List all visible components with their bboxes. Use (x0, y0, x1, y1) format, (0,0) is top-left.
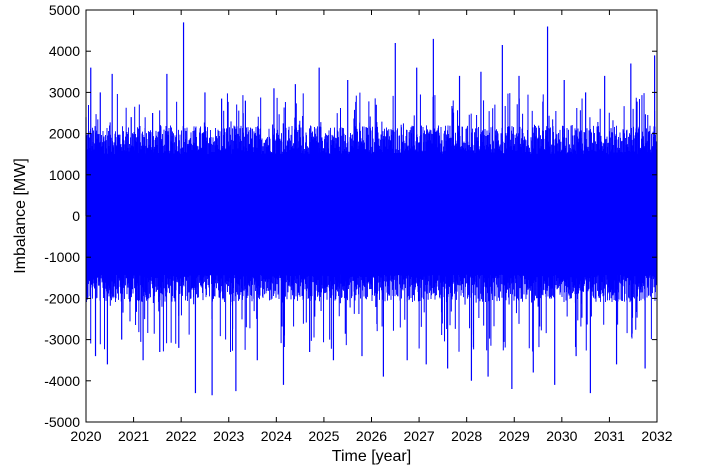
y-tick-label: 5000 (49, 2, 80, 18)
y-tick-label: 4000 (49, 43, 80, 59)
y-tick-label: 0 (72, 208, 80, 224)
plot-content (85, 22, 658, 396)
x-axis-label: Time [year] (332, 448, 411, 465)
y-tick-label: -5000 (44, 414, 80, 430)
x-tick-label: 2022 (166, 428, 197, 444)
x-tick-label: 2020 (70, 428, 101, 444)
x-axis-ticks: 2020 2021 2022 2023 2024 2025 2026 2027 2028 2029… (70, 10, 673, 444)
x-tick-label: 2029 (499, 428, 530, 444)
x-tick-label: 2024 (261, 428, 292, 444)
x-tick-label: 2032 (641, 428, 672, 444)
series-spikes (86, 92, 656, 352)
y-axis-ticks: 5000 4000 3000 2000 1000 0 -1000 -2000 -3000 -400… (44, 2, 657, 430)
x-tick-label: 2025 (308, 428, 339, 444)
y-tick-label: 3000 (49, 84, 80, 100)
x-tick-label: 2027 (404, 428, 435, 444)
y-tick-label: -4000 (44, 373, 80, 389)
x-tick-label: 2023 (213, 428, 244, 444)
y-tick-label: -1000 (44, 249, 80, 265)
y-tick-label: -2000 (44, 290, 80, 306)
x-tick-label: 2031 (594, 428, 625, 444)
x-tick-label: 2021 (118, 428, 149, 444)
y-tick-label: -3000 (44, 332, 80, 348)
x-tick-label: 2028 (451, 428, 482, 444)
y-tick-label: 2000 (49, 126, 80, 142)
x-tick-label: 2030 (546, 428, 577, 444)
y-tick-label: 1000 (49, 167, 80, 183)
y-axis-label: Imbalance [MW] (12, 158, 29, 274)
x-tick-label: 2026 (356, 428, 387, 444)
